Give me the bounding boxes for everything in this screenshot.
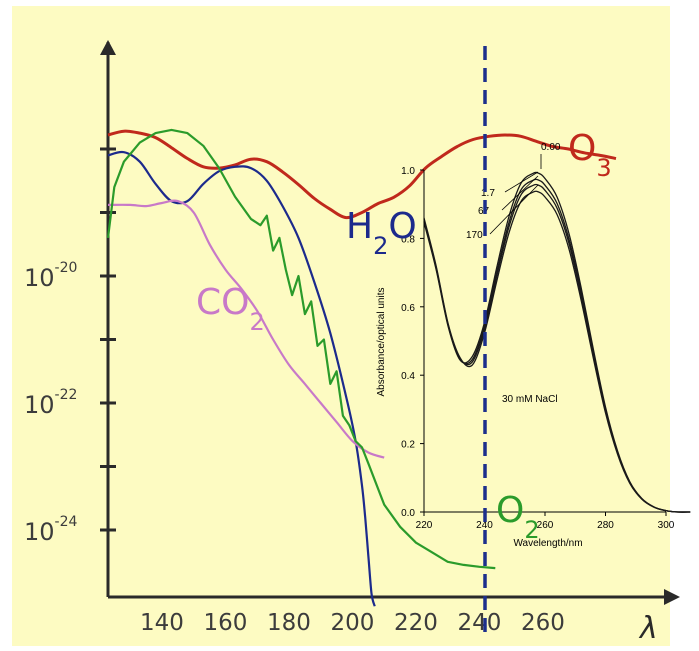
- main-x-tick-label: 260: [521, 610, 565, 636]
- inset-ticks: 220 240 260 280 300 0.0 0.2 0.4 0.6 0.8 1.0: [401, 166, 675, 531]
- main-y-tick-labels: 10-20 10-22 10-24: [24, 260, 78, 546]
- inset-series-line: [423, 190, 691, 513]
- inset-y-tick-label: 0.8: [401, 234, 415, 245]
- inset-x-tick-label: 220: [416, 520, 433, 531]
- inset-x-tick-label: 240: [476, 520, 493, 531]
- main-x-tick-label: 200: [331, 610, 375, 636]
- main-x-tick-label: 160: [204, 610, 248, 636]
- main-y-tick-label: 10-20: [24, 260, 77, 292]
- main-x-tick-label: 140: [140, 610, 184, 636]
- plot-background: [12, 6, 670, 646]
- inset-y-tick-label: 0.6: [401, 303, 415, 314]
- main-x-tick-label: 220: [394, 610, 438, 636]
- inset-chart: 220 240 260 280 300 0.0 0.2 0.4 0.6 0.8 1.0 Absorb…: [376, 142, 691, 549]
- inset-y-tick-label: 0.2: [401, 440, 415, 451]
- inset-annotation: 30 mM NaCl: [502, 394, 558, 405]
- inset-x-tick-label: 260: [537, 520, 554, 531]
- inset-leader-line: [501, 175, 539, 211]
- series-line-o3: [107, 129, 617, 220]
- inset-x-tick-label: 300: [658, 520, 675, 531]
- series-line-co2: [107, 199, 385, 459]
- inset-y-tick-label: 0.4: [401, 371, 415, 382]
- inset-series-label: 0.00: [541, 142, 561, 153]
- series-line-h2o: [107, 150, 376, 607]
- main-ticks: [100, 147, 116, 532]
- inset-leader-line: [504, 171, 539, 193]
- gas-label-o3: O3: [568, 128, 612, 182]
- gas-label-o2: O2: [496, 490, 540, 544]
- main-x-tick-label: 240: [458, 610, 502, 636]
- main-x-tick-label: 180: [267, 610, 311, 636]
- inset-y-tick-label: 1.0: [401, 166, 415, 177]
- gas-label-h2o: H2O: [346, 206, 417, 260]
- inset-curves: [423, 171, 691, 513]
- main-series: [106, 128, 617, 607]
- gas-label-co2: CO2: [196, 282, 265, 336]
- main-x-axis-arrow: [664, 589, 680, 605]
- main-y-tick-label: 10-24: [24, 514, 78, 546]
- inset-x-tick-label: 280: [597, 520, 614, 531]
- inset-series-label: 170: [466, 230, 483, 241]
- x-axis-symbol: λ: [638, 611, 658, 646]
- main-y-tick-label: 10-22: [24, 387, 77, 419]
- inset-y-tick-label: 0.0: [401, 508, 415, 519]
- inset-series-label: 1.7: [481, 188, 495, 199]
- inset-leader-line: [489, 184, 539, 235]
- series-line-o2: [106, 128, 496, 570]
- inset-x-label: Wavelength/nm: [513, 538, 582, 549]
- gas-labels: O3 H2O CO2 O2: [196, 128, 612, 544]
- main-y-axis-arrow: [100, 40, 116, 55]
- inset-y-label: Absorbance/optical units: [376, 288, 387, 397]
- main-x-tick-labels: 140 160 180 200 220 240 260: [140, 610, 565, 636]
